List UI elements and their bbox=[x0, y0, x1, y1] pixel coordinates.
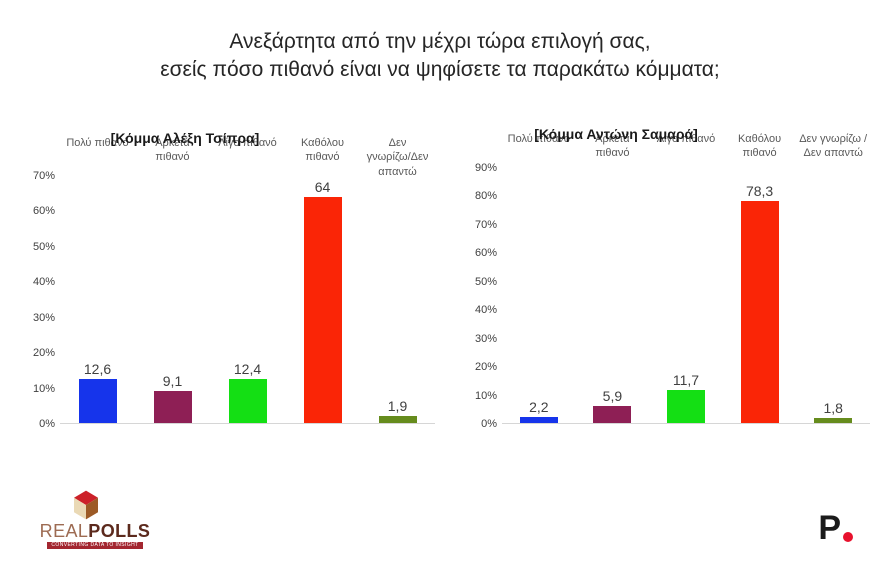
bar-value-label: 12,6 bbox=[83, 360, 112, 377]
y-tick-label: 30% bbox=[474, 332, 497, 345]
y-tick-label: 0% bbox=[39, 418, 55, 430]
bar bbox=[153, 390, 192, 423]
bar bbox=[78, 378, 117, 423]
y-tick-label: 30% bbox=[32, 311, 55, 324]
plot: 12,6 9,1 12,4 64 1,9 bbox=[60, 176, 435, 424]
realpolls-word-real: REAL bbox=[39, 521, 89, 541]
y-tick-label: 0% bbox=[481, 418, 497, 430]
bar-group: 78,3 bbox=[723, 168, 797, 423]
x-category-label: Πολύ πιθανό bbox=[66, 137, 129, 149]
bar-value-label: 64 bbox=[314, 179, 331, 196]
bar bbox=[740, 201, 779, 423]
protothema-red-dot-icon bbox=[843, 531, 853, 542]
bar-group: 1,8 bbox=[796, 168, 870, 423]
bar-value-label: 78,3 bbox=[745, 183, 774, 200]
y-tick-label: 70% bbox=[32, 170, 55, 182]
bar-group: 2,2 bbox=[502, 168, 576, 423]
bar-group: 12,4 bbox=[210, 176, 285, 423]
bar-value-label: 11,7 bbox=[672, 371, 700, 388]
y-tick-label: 90% bbox=[474, 162, 497, 174]
y-tick-label: 50% bbox=[32, 240, 55, 253]
x-category-label: Λίγο πιθανό bbox=[218, 137, 277, 149]
chart-tsipras-party: [Κόμμα Αλέξη Τσίπρα] 0% 10% 20% 30% 40% 50% 60… bbox=[32, 130, 435, 490]
bar bbox=[228, 379, 267, 423]
y-tick-label: 20% bbox=[474, 361, 497, 374]
bar-group: 1,9 bbox=[360, 176, 435, 423]
x-category-label: Λίγο πιθανό bbox=[656, 133, 716, 145]
x-axis: Πολύ πιθανό Αρκετά πιθανό Λίγο πιθανό Καθόλ… bbox=[502, 132, 870, 161]
bar-value-label: 1,8 bbox=[823, 399, 843, 416]
bar bbox=[814, 417, 853, 423]
x-category-label: Καθόλου πιθανό bbox=[738, 133, 782, 160]
x-category-label: Καθόλου πιθανό bbox=[300, 137, 345, 164]
y-tick-label: 40% bbox=[32, 276, 55, 289]
realpolls-logo: REALPOLLS CONVERTING DATA TO INSIGHT bbox=[35, 489, 155, 549]
bar bbox=[303, 197, 342, 423]
x-category-label: Δεν γνωρίζω/Δεν απαντώ bbox=[366, 137, 429, 178]
bar-value-label: 12,4 bbox=[233, 361, 262, 378]
x-category-label: Αρκετά πιθανό bbox=[155, 137, 190, 164]
plot: 2,2 5,9 11,7 78,3 1,8 bbox=[502, 168, 870, 424]
y-axis: 0% 10% 20% 30% 40% 50% 60% 70% 80% 90% bbox=[450, 162, 502, 430]
bar bbox=[519, 416, 558, 423]
realpolls-wordmark: REALPOLLS bbox=[40, 522, 151, 540]
x-category-label: Πολύ πιθανό bbox=[507, 133, 570, 145]
chart-title: [Κόμμα Αλέξη Τσίπρα] bbox=[110, 130, 260, 146]
realpolls-word-polls: POLLS bbox=[88, 521, 151, 541]
bar-group: 9,1 bbox=[135, 176, 210, 423]
bar-group: 64 bbox=[285, 176, 360, 423]
bar-group: 12,6 bbox=[60, 176, 135, 423]
y-tick-label: 80% bbox=[474, 190, 497, 203]
bar-value-label: 5,9 bbox=[602, 388, 623, 405]
realpolls-tagline: CONVERTING DATA TO INSIGHT bbox=[47, 542, 143, 549]
bar bbox=[378, 416, 417, 423]
chart-plot-area: 0% 10% 20% 30% 40% 50% 60% 70% 80% 90% 2,2 5,9 11,7… bbox=[450, 162, 870, 430]
bar-group: 11,7 bbox=[649, 168, 723, 423]
chart-samaras-party: [Κόμμα Αντώνη Σαμαρά] 0% 10% 20% 30% 40% 50% 6… bbox=[450, 126, 870, 490]
chart-plot-area: 0% 10% 20% 30% 40% 50% 60% 70% 12,6 9,1 12,4 64 1,9 bbox=[32, 170, 435, 430]
x-category-label: Δεν γνωρίζω / Δεν απαντώ bbox=[799, 133, 868, 160]
y-tick-label: 50% bbox=[474, 275, 497, 288]
protothema-logo: P bbox=[818, 509, 853, 547]
bar bbox=[666, 389, 705, 423]
bar-value-label: 1,9 bbox=[387, 398, 408, 415]
y-tick-label: 10% bbox=[474, 389, 497, 402]
x-axis: Πολύ πιθανό Αρκετά πιθανό Λίγο πιθανό Καθόλ… bbox=[60, 136, 435, 179]
y-tick-label: 70% bbox=[474, 218, 497, 231]
bar-value-label: 9,1 bbox=[162, 372, 183, 389]
bar-group: 5,9 bbox=[576, 168, 650, 423]
y-tick-label: 60% bbox=[474, 247, 497, 260]
chart-title: [Κόμμα Αντώνη Σαμαρά] bbox=[534, 126, 698, 142]
y-tick-label: 40% bbox=[474, 304, 497, 317]
y-tick-label: 60% bbox=[32, 205, 55, 218]
y-axis: 0% 10% 20% 30% 40% 50% 60% 70% bbox=[32, 170, 60, 430]
protothema-letter: P bbox=[818, 509, 841, 547]
y-tick-label: 10% bbox=[32, 382, 55, 395]
bar bbox=[593, 406, 632, 423]
survey-question-title: Ανεξάρτητα από την μέχρι τώρα επιλογή σα… bbox=[160, 30, 720, 81]
y-tick-label: 20% bbox=[32, 347, 55, 360]
realpolls-cube-icon bbox=[74, 490, 98, 520]
x-category-label: Αρκετά πιθανό bbox=[595, 133, 630, 160]
bar-value-label: 2,2 bbox=[529, 398, 549, 415]
